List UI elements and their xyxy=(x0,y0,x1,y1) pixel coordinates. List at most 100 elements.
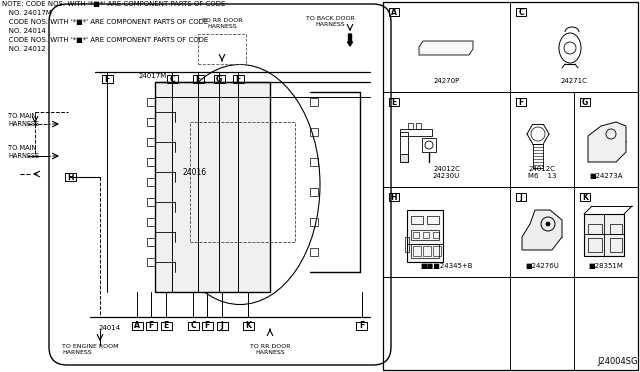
Text: ■■■24345+B: ■■■24345+B xyxy=(420,263,473,269)
Bar xyxy=(216,322,227,330)
Text: F: F xyxy=(148,321,154,330)
Text: F: F xyxy=(204,321,210,330)
Polygon shape xyxy=(588,122,626,162)
Bar xyxy=(188,322,198,330)
Text: F: F xyxy=(236,74,241,83)
Bar xyxy=(407,210,443,262)
Bar xyxy=(588,238,602,252)
Bar xyxy=(147,118,155,126)
Bar xyxy=(610,238,622,252)
Bar xyxy=(516,98,526,106)
Text: TO ENGINE ROOM
HARNESS: TO ENGINE ROOM HARNESS xyxy=(62,344,118,355)
Bar xyxy=(411,244,439,258)
Bar xyxy=(131,322,143,330)
Bar xyxy=(411,230,439,240)
Bar xyxy=(161,322,172,330)
Bar xyxy=(580,193,590,201)
Bar xyxy=(310,128,318,136)
Bar xyxy=(147,218,155,226)
Bar xyxy=(102,75,113,83)
Bar xyxy=(310,98,318,106)
Bar xyxy=(400,129,432,136)
Text: TO RR DOOR
HARNESS: TO RR DOOR HARNESS xyxy=(202,18,243,29)
Text: ■28351M: ■28351M xyxy=(589,263,623,269)
Polygon shape xyxy=(522,210,562,250)
Bar xyxy=(433,232,439,238)
Bar xyxy=(198,34,246,64)
Text: C: C xyxy=(169,74,175,83)
Circle shape xyxy=(546,222,550,226)
Bar xyxy=(147,178,155,186)
Bar xyxy=(389,8,399,16)
Text: J: J xyxy=(221,321,223,330)
Bar xyxy=(214,75,225,83)
Polygon shape xyxy=(419,41,473,55)
Bar xyxy=(147,138,155,146)
Bar xyxy=(232,75,243,83)
Text: NOTE: CODE NOS. WITH '*■*' ARE COMPONENT PARTS OF CODE: NOTE: CODE NOS. WITH '*■*' ARE COMPONENT… xyxy=(2,1,225,7)
Bar xyxy=(389,98,399,106)
Bar xyxy=(65,173,76,181)
Bar xyxy=(310,218,318,226)
Text: NO. 24012: NO. 24012 xyxy=(2,46,45,52)
Bar xyxy=(610,224,622,234)
Text: 24016: 24016 xyxy=(183,167,207,176)
Bar xyxy=(516,8,526,16)
Bar xyxy=(422,138,436,152)
Text: F: F xyxy=(360,321,365,330)
Text: K: K xyxy=(245,321,251,330)
FancyArrow shape xyxy=(348,34,353,46)
Text: A: A xyxy=(391,7,397,16)
Text: F: F xyxy=(195,74,200,83)
Bar xyxy=(243,322,253,330)
Text: 24012C
24230U: 24012C 24230U xyxy=(433,166,460,179)
Bar xyxy=(145,322,157,330)
Text: TO MAIN
HARNESS: TO MAIN HARNESS xyxy=(8,113,39,127)
Bar xyxy=(147,258,155,266)
Bar xyxy=(400,132,408,162)
Bar xyxy=(383,2,638,370)
Bar xyxy=(411,216,423,224)
Bar xyxy=(310,158,318,166)
Bar xyxy=(584,214,624,256)
Text: 24014: 24014 xyxy=(99,325,121,331)
Bar xyxy=(356,322,367,330)
Bar xyxy=(413,232,419,238)
Bar xyxy=(405,237,409,252)
Bar xyxy=(588,224,602,234)
Text: F: F xyxy=(518,97,524,106)
Bar xyxy=(310,188,318,196)
Bar xyxy=(400,154,408,162)
Text: ■24273A: ■24273A xyxy=(589,173,623,179)
Text: 24270P: 24270P xyxy=(433,78,460,84)
Text: F: F xyxy=(104,74,109,83)
Bar xyxy=(193,75,204,83)
Bar xyxy=(416,123,421,129)
Bar xyxy=(147,238,155,246)
Text: J24004SG: J24004SG xyxy=(598,357,638,366)
Bar xyxy=(533,144,543,168)
Text: H: H xyxy=(391,192,397,202)
Bar xyxy=(433,246,441,256)
Text: J: J xyxy=(520,192,522,202)
Bar xyxy=(580,98,590,106)
Bar xyxy=(423,232,429,238)
Bar xyxy=(147,198,155,206)
Bar xyxy=(516,193,526,201)
Bar xyxy=(166,75,177,83)
Bar xyxy=(423,246,431,256)
Text: NO. 24014: NO. 24014 xyxy=(2,28,45,34)
Text: TO BACK DOOR
HARNESS: TO BACK DOOR HARNESS xyxy=(305,16,355,27)
Text: E: E xyxy=(163,321,168,330)
Text: G: G xyxy=(582,97,588,106)
Bar xyxy=(155,82,270,292)
Text: CODE NOS. WITH '*■*' ARE COMPONENT PARTS OF CODE: CODE NOS. WITH '*■*' ARE COMPONENT PARTS… xyxy=(2,19,208,25)
Bar xyxy=(190,122,295,242)
Text: C: C xyxy=(518,7,524,16)
Text: NO. 24017M: NO. 24017M xyxy=(2,10,52,16)
Bar xyxy=(310,248,318,256)
Bar xyxy=(202,322,212,330)
Text: TO RR DOOR
HARNESS: TO RR DOOR HARNESS xyxy=(250,344,291,355)
Bar xyxy=(147,98,155,106)
Text: TO MAIN
HARNESS: TO MAIN HARNESS xyxy=(8,145,39,159)
